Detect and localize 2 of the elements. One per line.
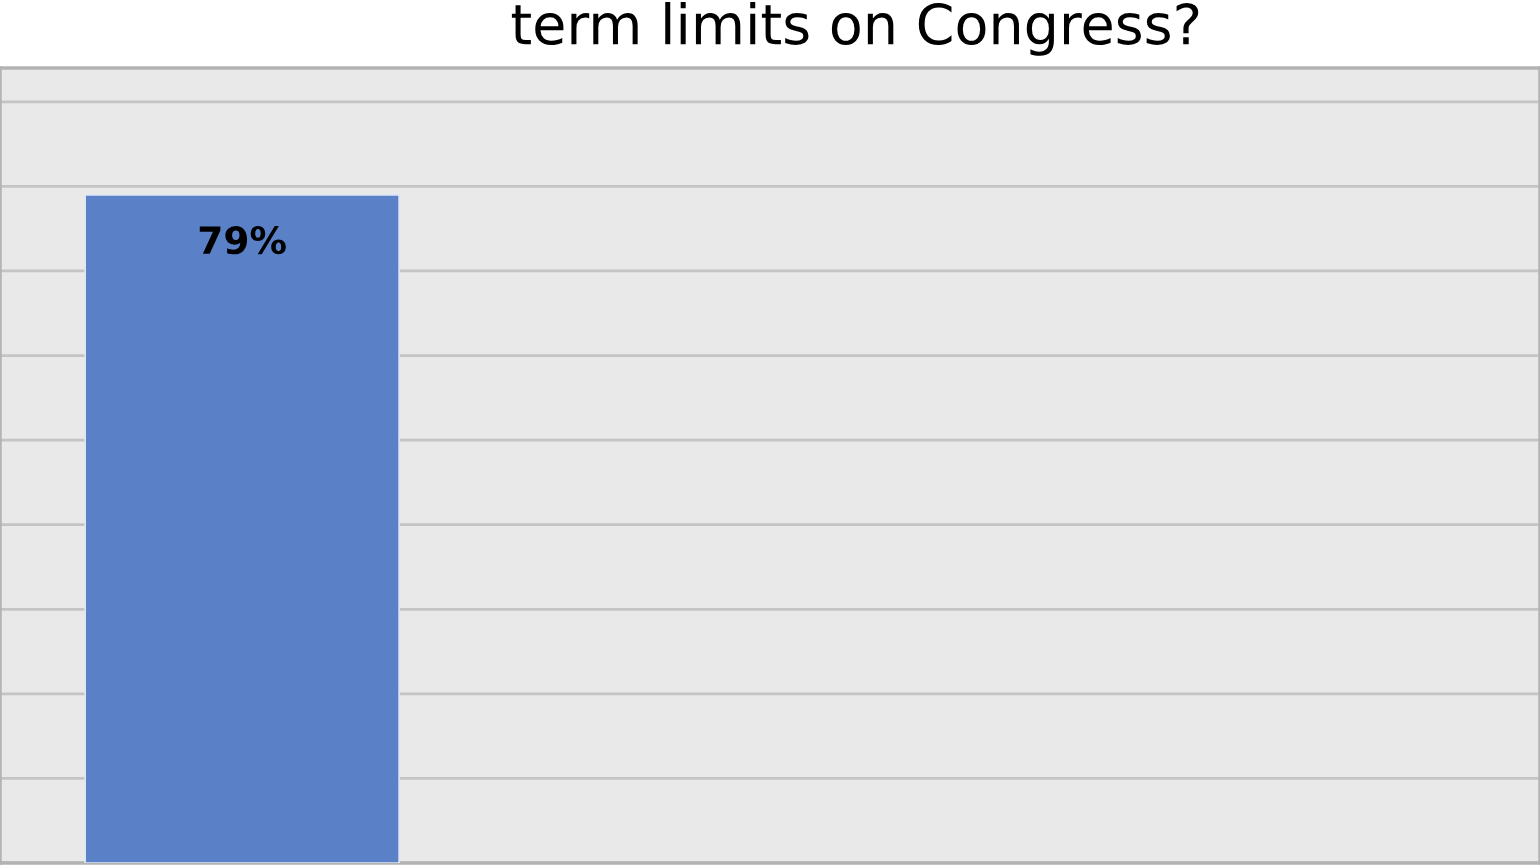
data-label: 79%	[199, 225, 286, 255]
text: term limits on Congress?	[511, 2, 1199, 56]
